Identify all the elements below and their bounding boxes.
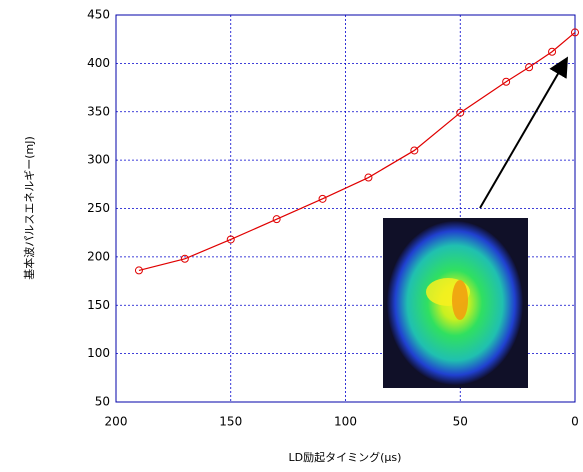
y-tick-label: 300	[87, 153, 110, 167]
x-tick-label: 100	[334, 415, 357, 429]
y-tick-label: 450	[87, 8, 110, 22]
x-tick-label: 50	[453, 415, 468, 429]
chart: 基本波パルスエネルギー(mJ) LD励起タイミング(μs) 50 100 150 20…	[0, 0, 583, 472]
y-tick-label: 400	[87, 56, 110, 70]
arrow	[480, 60, 566, 208]
y-tick-label: 250	[87, 201, 110, 215]
y-tick-label: 150	[87, 298, 110, 312]
y-tick-label: 50	[95, 395, 110, 409]
y-tick-label: 350	[87, 104, 110, 118]
x-tick-label: 150	[219, 415, 242, 429]
y-axis-label: 基本波パルスエネルギー(mJ)	[22, 136, 36, 280]
inset-image	[383, 218, 528, 388]
y-tick-label: 200	[87, 249, 110, 263]
x-tick-label: 200	[105, 415, 128, 429]
y-tick-label: 100	[87, 346, 110, 360]
hot-spot	[452, 280, 468, 320]
x-tick-label: 0	[571, 415, 579, 429]
x-axis-label: LD励起タイミング(μs)	[289, 450, 402, 464]
